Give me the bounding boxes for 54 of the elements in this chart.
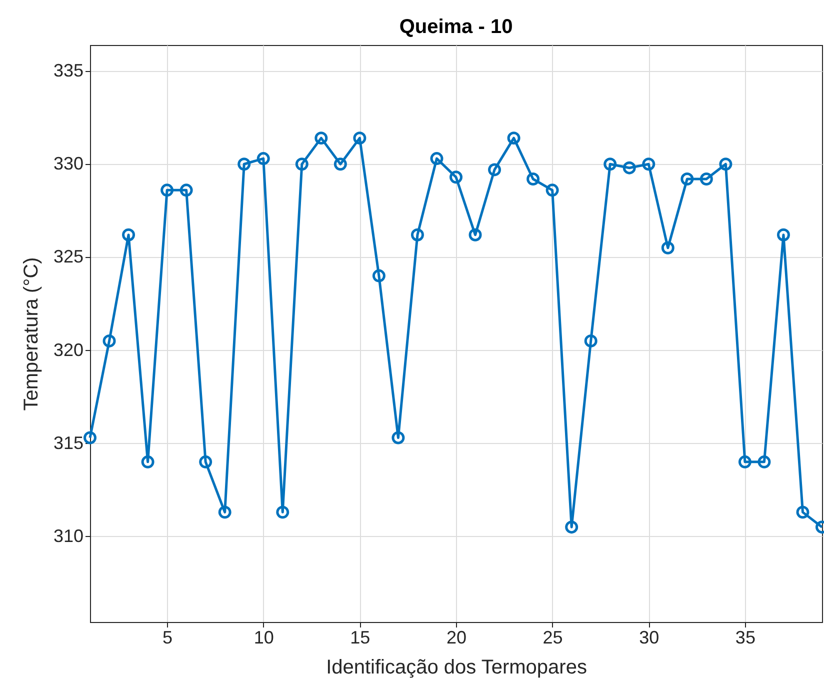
y-tick-label: 320 [53, 340, 84, 360]
y-tick-label: 325 [53, 246, 84, 267]
x-tick-label: 10 [254, 628, 274, 648]
point [84, 431, 96, 444]
x-tick-label: 5 [162, 628, 173, 648]
point [430, 152, 444, 166]
point [700, 172, 713, 186]
point [758, 455, 771, 468]
point [546, 184, 559, 197]
x-tick-label: 25 [542, 628, 563, 648]
point [199, 455, 212, 468]
point [218, 506, 232, 519]
y-axis-title: Temperatura (°C) [20, 257, 42, 411]
point [334, 158, 347, 171]
x-tick-label: 35 [735, 628, 756, 648]
point [604, 158, 617, 171]
point [738, 455, 752, 468]
x-tick-label: 30 [639, 628, 660, 648]
point [468, 228, 482, 242]
point [314, 132, 328, 145]
point [410, 228, 424, 242]
chart-title: Queima - 10 [399, 16, 513, 38]
point [392, 431, 405, 444]
point [507, 132, 520, 145]
point [719, 158, 732, 171]
point [256, 152, 270, 166]
x-axis-title: Identificação dos Termopares [326, 656, 587, 678]
point [180, 184, 193, 197]
point [102, 334, 116, 348]
point [622, 161, 636, 174]
point [238, 158, 251, 171]
point [122, 228, 136, 242]
y-tick-label: 310 [53, 526, 84, 546]
point [661, 241, 674, 254]
point [160, 184, 174, 197]
point [680, 172, 694, 186]
point [450, 170, 462, 184]
point [796, 506, 810, 519]
y-tick-label: 335 [53, 60, 84, 81]
point [372, 269, 386, 282]
y-tick-label: 330 [53, 154, 84, 174]
point [488, 163, 502, 176]
point [141, 455, 154, 468]
point [295, 158, 308, 171]
x-tick-label: 15 [350, 628, 370, 648]
y-tick-label: 315 [53, 432, 84, 453]
point [776, 228, 790, 242]
point [565, 520, 578, 534]
point [584, 334, 598, 348]
x-tick-label: 20 [446, 628, 467, 648]
point [642, 158, 656, 171]
point [276, 506, 290, 519]
point [526, 172, 540, 186]
point [353, 132, 366, 145]
